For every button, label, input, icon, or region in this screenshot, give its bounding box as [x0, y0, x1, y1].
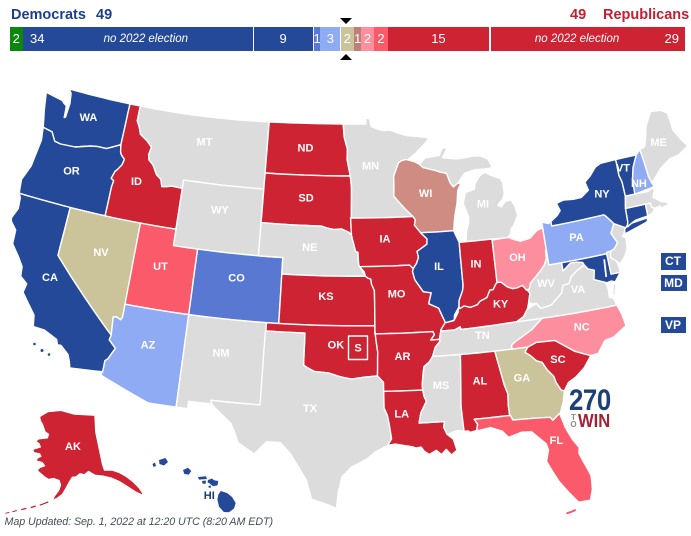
svg-text:IL: IL	[434, 261, 444, 273]
svg-text:SC: SC	[550, 354, 565, 366]
svg-text:NC: NC	[574, 321, 590, 333]
svg-text:NH: NH	[631, 178, 647, 190]
svg-text:KY: KY	[493, 299, 509, 311]
svg-text:IN: IN	[471, 258, 482, 270]
svg-text:WY: WY	[211, 205, 229, 217]
svg-text:ND: ND	[298, 143, 314, 155]
svg-text:OK: OK	[328, 340, 345, 352]
svg-text:VA: VA	[571, 284, 586, 296]
svg-text:NY: NY	[594, 189, 610, 201]
svg-text:WI: WI	[419, 188, 432, 200]
svg-text:ID: ID	[131, 176, 142, 188]
svg-text:MS: MS	[433, 380, 450, 392]
svg-text:PA: PA	[569, 232, 584, 244]
svg-text:WV: WV	[537, 278, 555, 290]
svg-text:TX: TX	[303, 403, 318, 415]
svg-text:NM: NM	[212, 348, 229, 360]
svg-text:AR: AR	[395, 351, 411, 363]
svg-text:VT: VT	[616, 163, 630, 175]
svg-text:FL: FL	[550, 435, 564, 447]
svg-text:OR: OR	[63, 166, 80, 178]
svg-text:CA: CA	[42, 272, 58, 284]
svg-text:AK: AK	[65, 441, 81, 453]
svg-text:MN: MN	[362, 161, 379, 173]
svg-text:CO: CO	[228, 273, 245, 285]
svg-text:AL: AL	[473, 376, 488, 388]
svg-text:MT: MT	[197, 137, 213, 149]
svg-text:SD: SD	[298, 193, 313, 205]
svg-text:KS: KS	[318, 291, 333, 303]
svg-text:WA: WA	[80, 112, 98, 124]
svg-text:NE: NE	[302, 242, 317, 254]
svg-text:MO: MO	[388, 289, 406, 301]
svg-text:UT: UT	[153, 261, 168, 273]
svg-text:AZ: AZ	[141, 340, 156, 352]
svg-text:S: S	[354, 343, 361, 355]
svg-text:GA: GA	[514, 373, 531, 385]
svg-text:MI: MI	[477, 199, 489, 211]
svg-text:ME: ME	[650, 137, 667, 149]
svg-text:IA: IA	[380, 234, 391, 246]
svg-text:TN: TN	[475, 330, 490, 342]
svg-text:NV: NV	[93, 247, 109, 259]
svg-text:OH: OH	[509, 252, 526, 264]
svg-text:LA: LA	[394, 409, 409, 421]
svg-text:HI: HI	[204, 490, 215, 502]
